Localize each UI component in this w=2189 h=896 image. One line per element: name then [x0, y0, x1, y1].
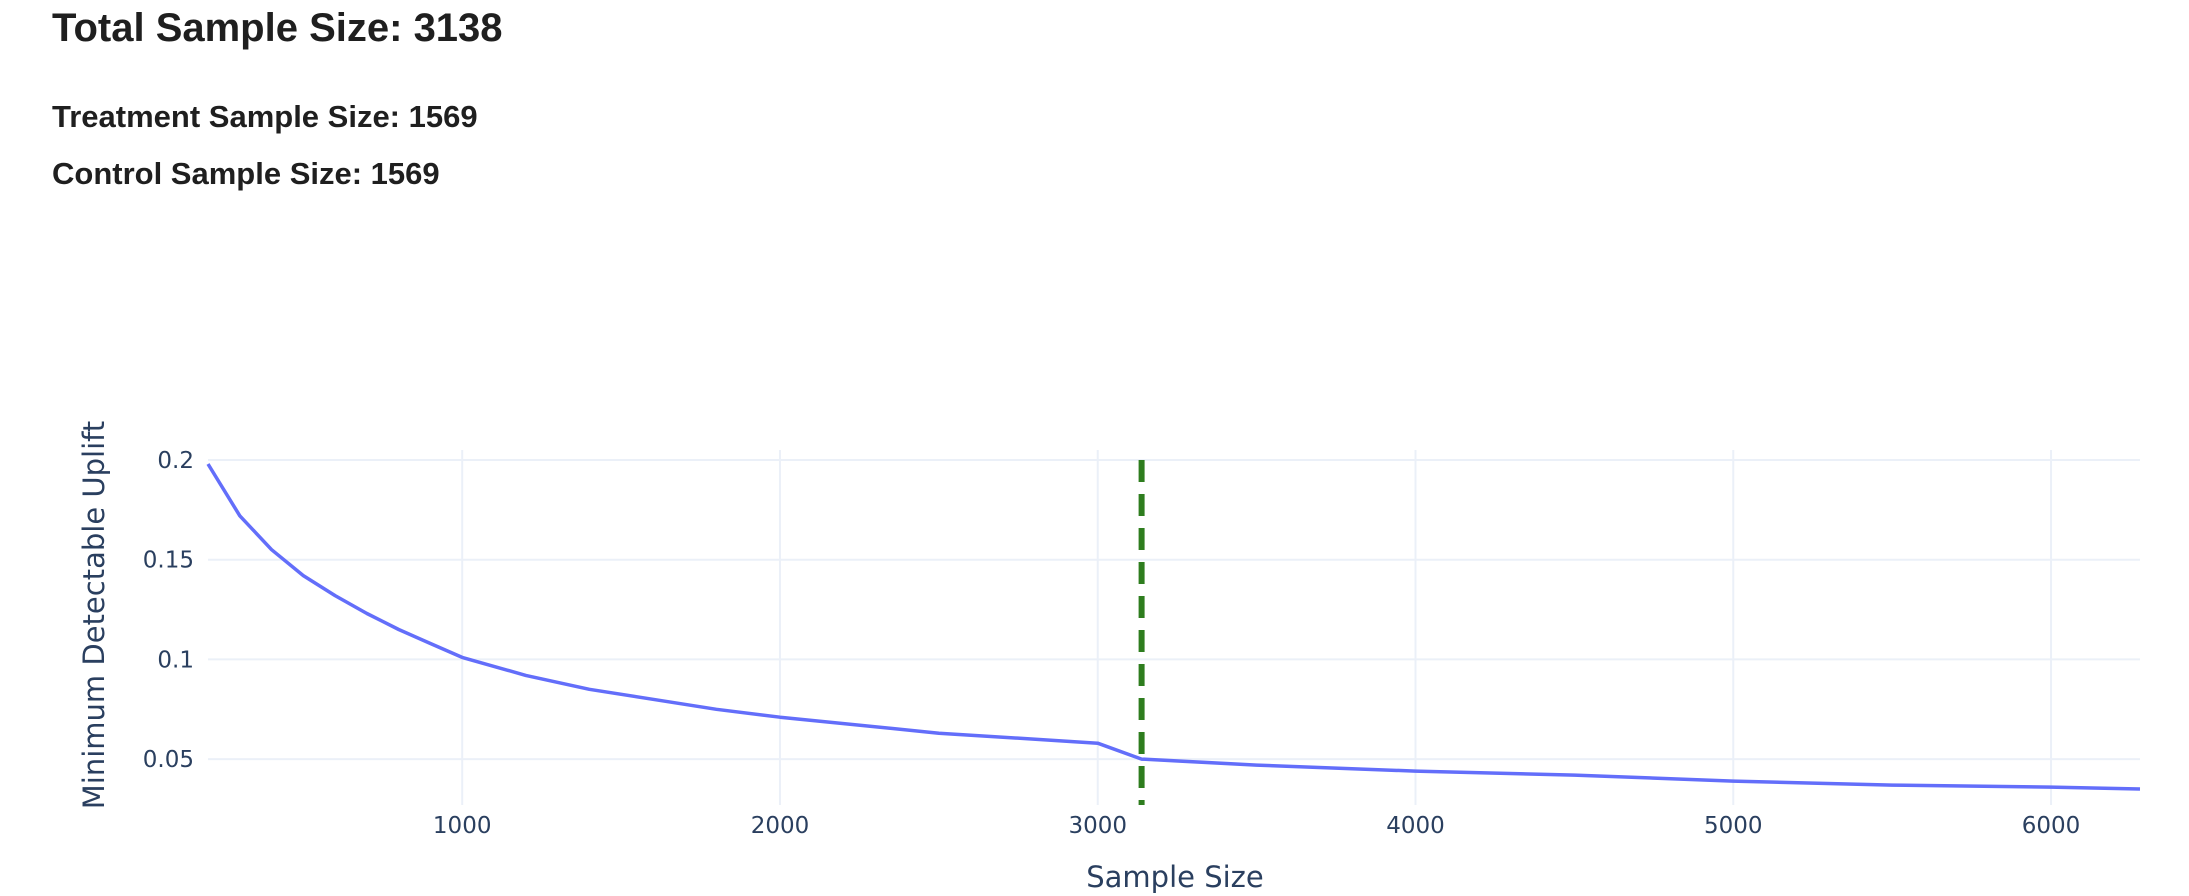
- control-sample-size: Control Sample Size: 1569: [52, 156, 440, 191]
- total-sample-size: Total Sample Size: 3138: [52, 6, 503, 50]
- x-tick-label: 3000: [1068, 813, 1127, 839]
- x-tick-label: 1000: [433, 813, 492, 839]
- y-tick-label: 0.2: [157, 448, 194, 474]
- y-tick-label: 0.05: [143, 747, 194, 773]
- x-tick-label: 5000: [1704, 813, 1763, 839]
- y-axis-title: Minimum Detectable Uplift: [77, 421, 111, 809]
- x-tick-label: 6000: [2022, 813, 2081, 839]
- x-tick-label: 4000: [1386, 813, 1445, 839]
- x-tick-label: 2000: [751, 813, 810, 839]
- y-tick-label: 0.15: [143, 548, 194, 574]
- x-axis-title: Sample Size: [1086, 860, 1263, 894]
- uplift-curve: [206, 463, 2141, 791]
- treatment-sample-size: Treatment Sample Size: 1569: [52, 99, 478, 134]
- grid-layer: [208, 450, 2140, 805]
- series-layer: [206, 460, 2141, 805]
- tick-layer: 1000 2000 3000 4000 5000 6000 0.05 0.1 0.15 0.2: [143, 448, 2081, 839]
- y-tick-label: 0.1: [157, 647, 194, 673]
